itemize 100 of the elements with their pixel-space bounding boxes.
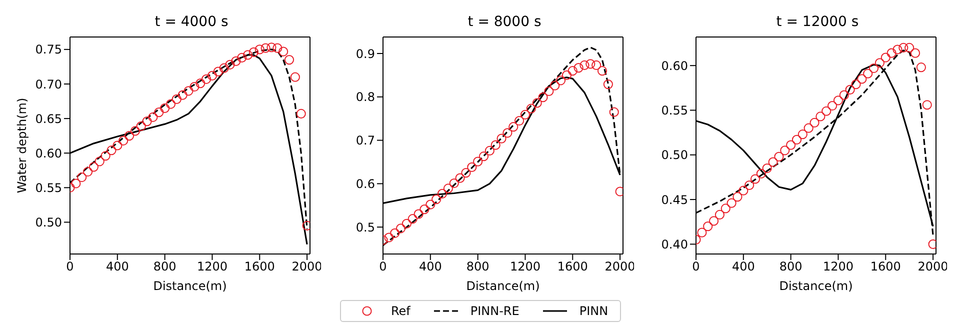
- x-tick-label: 1600: [244, 260, 275, 274]
- y-tick-label: 0.70: [35, 77, 62, 92]
- point: [484, 146, 494, 156]
- point: [532, 98, 542, 108]
- point: [603, 80, 613, 90]
- point: [827, 100, 838, 111]
- point: [154, 108, 164, 118]
- x-tick-label: 1600: [870, 260, 901, 274]
- point: [609, 107, 619, 117]
- point: [750, 174, 760, 184]
- point: [916, 62, 926, 72]
- point: [544, 86, 554, 96]
- point: [390, 228, 400, 238]
- point: [496, 134, 506, 144]
- y-tick-label: 0.50: [35, 215, 62, 230]
- x-tick-label: 0: [692, 260, 700, 274]
- x-tick-label: 800: [466, 260, 490, 274]
- x-tick-label: 1200: [510, 260, 540, 274]
- point: [762, 163, 772, 174]
- point: [71, 178, 81, 188]
- point: [810, 118, 820, 128]
- point: [556, 76, 566, 86]
- point: [136, 121, 146, 131]
- point: [266, 42, 276, 52]
- x-tick-label: 0: [379, 260, 387, 274]
- x-tick-label: 400: [418, 260, 442, 274]
- point: [892, 44, 902, 54]
- x-tick-label: 1200: [822, 260, 854, 274]
- point: [898, 42, 908, 53]
- point: [248, 47, 259, 58]
- point: [833, 96, 844, 106]
- point: [586, 59, 596, 69]
- point: [851, 80, 861, 90]
- point: [780, 146, 790, 156]
- y-tick-label: 0.40: [661, 237, 688, 252]
- point: [922, 100, 932, 110]
- x-tick-label: 800: [153, 260, 176, 274]
- point: [284, 55, 294, 65]
- point: [597, 66, 608, 76]
- point: [82, 166, 93, 177]
- point: [857, 74, 867, 84]
- x-axis-title: Distance(m): [779, 279, 853, 293]
- point: [714, 210, 725, 220]
- y-tick-label: 0.60: [35, 146, 62, 160]
- point: [172, 94, 182, 104]
- point: [526, 104, 536, 114]
- point: [478, 152, 489, 162]
- point: [201, 74, 212, 84]
- point: [213, 66, 223, 76]
- point: [703, 222, 713, 232]
- point: [278, 46, 288, 56]
- point: [384, 232, 394, 242]
- point: [100, 151, 110, 161]
- point: [538, 92, 548, 102]
- point: [726, 198, 736, 208]
- point: [231, 56, 241, 66]
- chart-title: t = 4000 s: [154, 13, 230, 32]
- point: [904, 42, 914, 53]
- point: [449, 178, 459, 188]
- legend-label: PINN: [579, 304, 608, 318]
- point: [708, 216, 719, 226]
- y-tick-label: 0.55: [661, 103, 688, 118]
- point: [502, 128, 512, 138]
- chart-title: t = 12000 s: [775, 13, 860, 32]
- point: [437, 188, 448, 198]
- point: [455, 173, 465, 183]
- point: [473, 156, 483, 166]
- point: [768, 157, 778, 167]
- point: [130, 126, 140, 136]
- point: [118, 136, 128, 146]
- point: [77, 172, 87, 182]
- point: [142, 116, 152, 126]
- point: [260, 43, 270, 53]
- point: [420, 204, 430, 214]
- point: [112, 140, 122, 150]
- point: [720, 204, 730, 214]
- point: [756, 168, 766, 178]
- point: [88, 162, 99, 172]
- legend-label: PINN-RE: [470, 304, 520, 318]
- point: [426, 200, 436, 210]
- y-tick-label: 0.8: [356, 90, 375, 104]
- point: [254, 44, 264, 54]
- y-tick-label: 0.7: [356, 134, 375, 148]
- point: [94, 156, 104, 166]
- y-tick-label: 0.75: [35, 42, 62, 57]
- x-axis-title: Distance(m): [153, 279, 227, 293]
- point: [242, 50, 253, 60]
- point: [868, 63, 879, 74]
- point: [160, 103, 170, 113]
- y-tick-label: 0.65: [35, 112, 62, 126]
- point: [845, 84, 855, 94]
- point: [520, 110, 530, 120]
- point: [225, 60, 235, 70]
- point: [574, 63, 584, 73]
- x-tick-label: 400: [732, 260, 755, 274]
- point: [822, 106, 832, 116]
- point: [562, 70, 572, 80]
- point: [166, 99, 176, 109]
- point: [148, 112, 158, 122]
- legend-label: Ref: [390, 304, 410, 318]
